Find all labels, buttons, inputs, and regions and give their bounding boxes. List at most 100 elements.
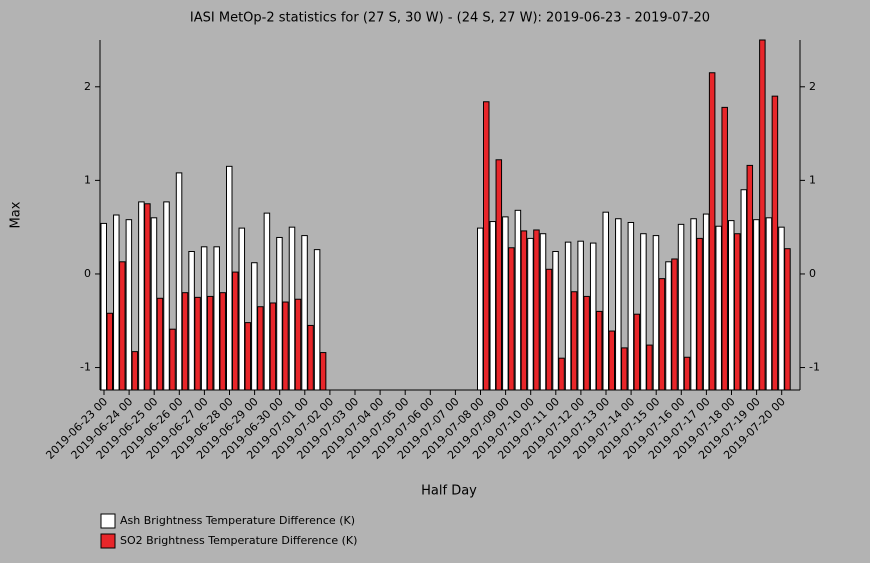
- bar: [232, 271, 239, 391]
- bar: [734, 233, 741, 391]
- bar: [640, 233, 647, 391]
- bar: [753, 219, 760, 391]
- bar: [778, 226, 785, 391]
- bar: [508, 247, 515, 391]
- bar: [181, 292, 189, 391]
- y2-tick-label: 2: [809, 80, 816, 93]
- bar: [263, 212, 271, 391]
- bar: [219, 292, 226, 391]
- bar: [771, 95, 779, 391]
- bar: [477, 227, 484, 391]
- bar: [564, 241, 572, 391]
- bar: [608, 330, 615, 391]
- bar: [740, 189, 748, 391]
- y-axis-label: Max: [9, 201, 24, 228]
- bar: [702, 213, 710, 391]
- bar: [200, 246, 208, 391]
- bar: [595, 310, 603, 391]
- bar: [257, 306, 264, 391]
- bar: [138, 201, 145, 391]
- bar: [294, 298, 302, 391]
- bar: [652, 235, 660, 391]
- bar: [307, 324, 314, 391]
- bar: [646, 344, 653, 391]
- bar: [708, 72, 716, 391]
- bar: [156, 297, 164, 391]
- bar: [615, 218, 622, 391]
- bar: [244, 322, 252, 391]
- bar: [690, 218, 697, 391]
- bar: [759, 39, 766, 391]
- bar: [238, 227, 246, 391]
- bar: [131, 351, 139, 391]
- y2-tick-label: 1: [809, 173, 816, 186]
- bar: [677, 223, 685, 391]
- chart-title: IASI MetOp-2 statistics for (27 S, 30 W)…: [190, 11, 710, 26]
- y-tick-label: 2: [84, 80, 91, 93]
- bar: [489, 221, 497, 391]
- bar: [206, 295, 214, 391]
- legend-label: SO2 Brightness Temperature Difference (K…: [120, 534, 357, 547]
- bar: [589, 242, 597, 391]
- bar: [213, 246, 220, 391]
- bar: [514, 209, 522, 391]
- bar: [784, 248, 791, 391]
- bar: [269, 302, 277, 391]
- bar: [527, 237, 534, 391]
- bar: [502, 216, 509, 391]
- legend-swatch: [100, 513, 116, 529]
- bar: [194, 296, 201, 391]
- bar: [621, 347, 628, 391]
- y-tick-label: 1: [84, 173, 91, 186]
- bar: [175, 172, 183, 391]
- bar: [483, 101, 490, 391]
- bar: [721, 106, 728, 391]
- y2-tick-label: 0: [809, 267, 816, 280]
- bar: [288, 226, 296, 391]
- bar: [671, 258, 678, 391]
- bar: [715, 225, 722, 391]
- bar: [552, 250, 559, 391]
- bar: [665, 261, 672, 391]
- bar: [545, 268, 553, 391]
- bar: [144, 203, 151, 391]
- bar: [313, 249, 321, 391]
- bar: [558, 357, 565, 391]
- bar: [533, 229, 540, 391]
- bar: [163, 201, 170, 391]
- bar: [746, 164, 754, 391]
- bar: [633, 313, 641, 391]
- legend-swatch: [100, 533, 116, 549]
- bar: [282, 301, 289, 391]
- bar: [106, 312, 113, 391]
- y-tick-label: -1: [80, 361, 91, 374]
- legend-label: Ash Brightness Temperature Difference (K…: [120, 514, 355, 527]
- bar: [319, 352, 327, 391]
- bar: [728, 220, 735, 391]
- bar: [577, 240, 584, 391]
- bar: [276, 236, 283, 391]
- bar: [627, 221, 635, 391]
- bar: [119, 261, 126, 391]
- bar: [495, 159, 503, 391]
- bar: [583, 295, 590, 391]
- bar: [251, 262, 258, 391]
- x-axis-label: Half Day: [421, 484, 477, 499]
- bar: [226, 165, 233, 391]
- bar: [113, 214, 120, 391]
- bar: [765, 217, 773, 391]
- bar: [100, 222, 107, 391]
- bar: [125, 219, 133, 391]
- bar: [683, 356, 691, 391]
- bar: [169, 328, 176, 391]
- bar: [696, 237, 703, 391]
- bar: [658, 278, 666, 391]
- bar: [539, 233, 547, 391]
- y2-tick-label: -1: [809, 361, 820, 374]
- bar: [188, 250, 195, 391]
- bar: [602, 211, 609, 391]
- bar: [150, 217, 158, 391]
- bar: [301, 235, 308, 391]
- bar: [520, 230, 528, 391]
